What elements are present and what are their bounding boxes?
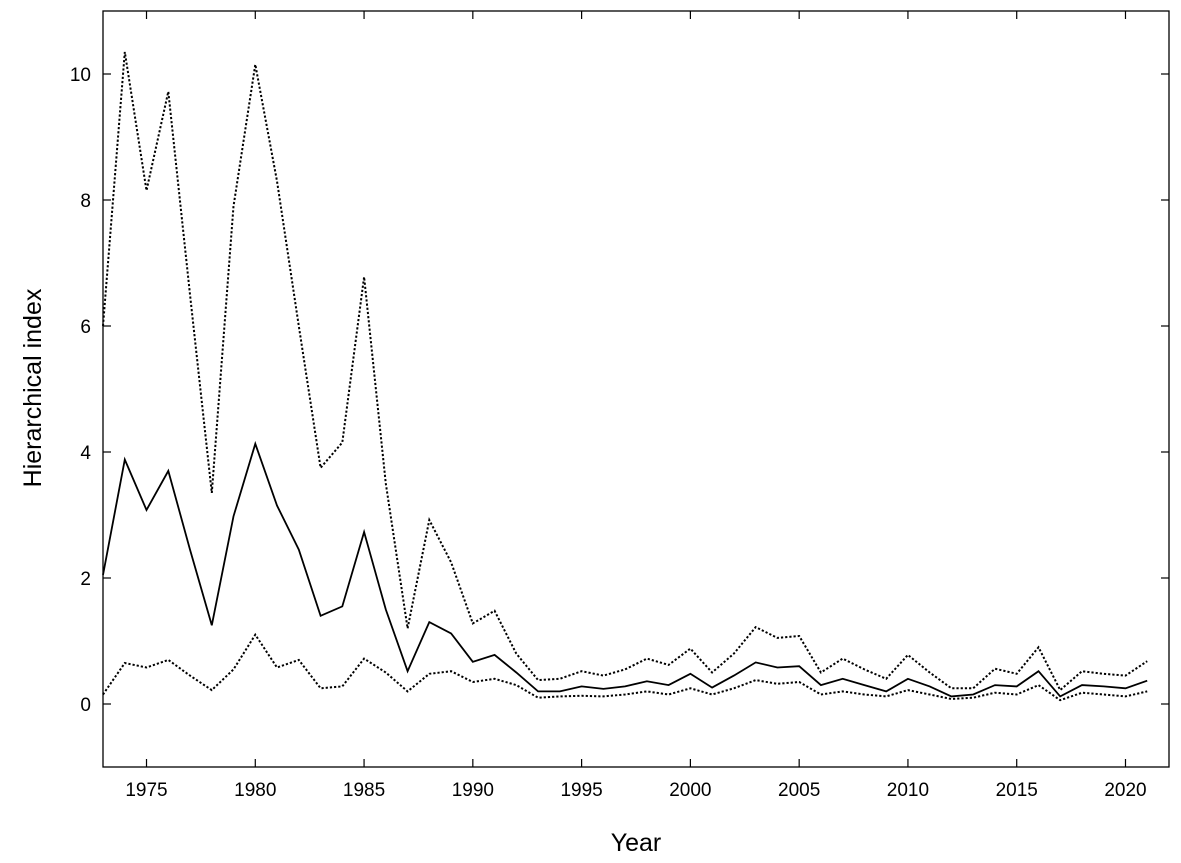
- y-tick-label: 10: [70, 65, 91, 86]
- x-tick-label: 2010: [887, 780, 929, 801]
- x-tick-label: 1995: [560, 780, 602, 801]
- series-layer: [102, 51, 1148, 702]
- x-tick-label: 1990: [452, 780, 494, 801]
- y-axis: 0 2 4 6 8 10: [70, 65, 1169, 716]
- series-line-2-solid: [102, 440, 1148, 698]
- x-tick-label: 2015: [996, 780, 1038, 801]
- x-tick-label: 1975: [125, 780, 167, 801]
- x-tick-label: 2020: [1104, 780, 1146, 801]
- y-tick-label: 0: [80, 695, 91, 716]
- series-line-3-dotted: [102, 632, 1148, 702]
- x-tick-label: 2000: [669, 780, 711, 801]
- plot-frame: [102, 10, 1170, 768]
- y-tick-label: 4: [80, 443, 91, 464]
- series-line-1-dotted: [102, 51, 1148, 692]
- y-tick-label: 8: [80, 191, 91, 212]
- y-axis-title: Hierarchical index: [19, 288, 47, 487]
- x-axis: 1975 1980 1985 1990 1995 2000 2005 2010 2015 2020: [125, 11, 1147, 801]
- x-tick-label: 1985: [343, 780, 385, 801]
- x-tick-label: 2005: [778, 780, 820, 801]
- y-tick-label: 6: [80, 317, 91, 338]
- x-axis-title: Year: [611, 829, 662, 857]
- x-tick-label: 1980: [234, 780, 276, 801]
- y-tick-label: 2: [80, 569, 91, 590]
